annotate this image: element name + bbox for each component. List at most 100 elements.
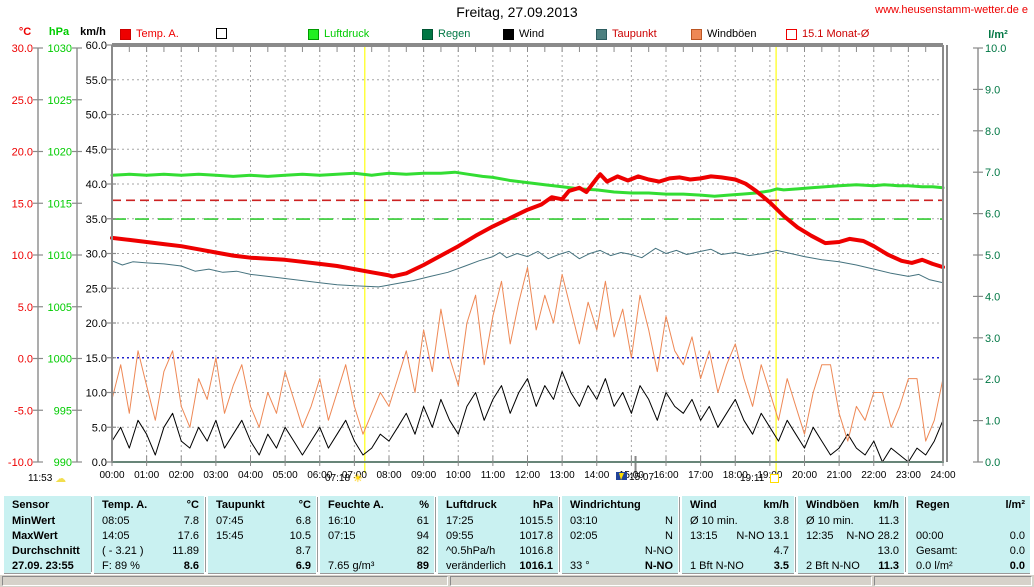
website-link[interactable]: www.heusenstamm-wetter.de e xyxy=(875,4,1028,16)
table-row: 0.0 l/m² 0.0 xyxy=(908,558,1030,573)
svg-text:1015: 1015 xyxy=(48,198,72,210)
table-row: 02:05 N xyxy=(562,528,678,543)
sunrise-marker: 07:18 ☀ xyxy=(325,473,363,485)
pressure-axis-unit: hPa xyxy=(48,26,70,38)
status-panel xyxy=(2,576,448,586)
svg-text:13:00: 13:00 xyxy=(550,470,575,481)
cell-info: Regen xyxy=(916,498,950,511)
svg-text:11:00: 11:00 xyxy=(481,470,506,481)
table-row: Regen l/m² xyxy=(908,497,1030,512)
cell-value: % xyxy=(419,498,429,511)
legend-swatch xyxy=(120,28,131,40)
series-taupunkt xyxy=(111,247,944,288)
legend-item-wind: Wind xyxy=(503,28,544,40)
series-luftdruck xyxy=(110,170,945,198)
cell-value: N xyxy=(665,514,673,527)
svg-text:15:00: 15:00 xyxy=(619,470,644,481)
sunset-marker: 19:11 xyxy=(740,473,779,484)
sensor-data-table: Sensor MinWert MaxWert Durchschnitt 27.09. 2… xyxy=(0,496,1034,574)
svg-text:05:00: 05:00 xyxy=(273,470,298,481)
table-row: Feuchte A.% xyxy=(320,497,434,512)
svg-text:30.0: 30.0 xyxy=(12,43,33,55)
weather-chart: 30.025.020.015.010.05.00.0-5.0-10.010301… xyxy=(8,40,1007,481)
cell-value: 8.6 xyxy=(183,559,199,572)
svg-text:30.0: 30.0 xyxy=(86,249,107,261)
cell-info: 07:15 xyxy=(328,529,356,542)
cell-info: 14:05 xyxy=(102,529,130,542)
series-wind xyxy=(111,371,944,463)
cell-value: 11.3 xyxy=(878,559,899,572)
cell-value: N-NO 28.2 xyxy=(846,529,899,542)
status-panel xyxy=(450,576,872,586)
column-temp-a-: Temp. A. °C 08:05 7.8 14:05 17.6 ( - 3.21 ) 11.… xyxy=(94,496,204,574)
status-bar xyxy=(0,575,1034,587)
svg-text:22:00: 22:00 xyxy=(861,470,886,481)
svg-text:23:00: 23:00 xyxy=(896,470,921,481)
day-markers xyxy=(364,45,777,473)
svg-text:1010: 1010 xyxy=(48,250,72,262)
table-row: 13.0 xyxy=(798,543,904,558)
sunset-icon xyxy=(769,474,779,483)
cell-value: 4.7 xyxy=(773,544,789,557)
sunset-time: 19:11 xyxy=(740,473,765,484)
sunrise-time: 07:18 xyxy=(325,473,351,484)
table-row: 07:45 6.8 xyxy=(208,513,316,528)
svg-text:16:00: 16:00 xyxy=(653,470,678,481)
svg-text:18:00: 18:00 xyxy=(723,470,748,481)
cell-info: Windböen xyxy=(806,498,860,511)
table-row: MaxWert xyxy=(4,528,91,543)
rain-axis-unit: l/m² xyxy=(988,29,1008,41)
table-row: 08:05 7.8 xyxy=(94,513,204,528)
svg-text:5.0: 5.0 xyxy=(92,422,107,434)
svg-text:04:00: 04:00 xyxy=(238,470,263,481)
svg-text:02:00: 02:00 xyxy=(169,470,194,481)
legend-item-luftdruck: Luftdruck xyxy=(308,28,369,40)
legend-label: Wind xyxy=(519,28,545,40)
table-row: Taupunkt °C xyxy=(208,497,316,512)
cell-info: 07:45 xyxy=(216,514,244,527)
cell-info: Taupunkt xyxy=(216,498,265,511)
svg-text:45.0: 45.0 xyxy=(86,144,107,156)
legend-item-temp-a-: Temp. A. xyxy=(120,28,179,40)
svg-text:10.0: 10.0 xyxy=(985,43,1006,55)
cell-info: Ø 10 min. xyxy=(690,514,738,527)
column-luftdruck: Luftdruck hPa 17:25 1015.5 09:55 1017.8 ^0.5hP… xyxy=(438,496,558,574)
cell-value: °C xyxy=(298,498,311,511)
cloud-icon: ☁ xyxy=(55,471,67,485)
svg-text:0.0: 0.0 xyxy=(92,457,107,469)
table-row: 07:15 94 xyxy=(320,528,434,543)
svg-text:9.0: 9.0 xyxy=(985,84,1000,96)
cell-value: km/h xyxy=(873,498,899,511)
cell-value: N-NO xyxy=(644,559,673,572)
svg-text:50.0: 50.0 xyxy=(86,110,107,122)
table-row: Wind km/h xyxy=(682,497,794,512)
cell-value: 17.6 xyxy=(177,529,199,542)
cell-info: 12:35 xyxy=(806,529,834,542)
cell-value: 3.8 xyxy=(773,514,789,527)
table-row: 4.7 xyxy=(682,543,794,558)
cell-info: 16:10 xyxy=(328,514,356,527)
cell-value: 7.8 xyxy=(183,514,199,527)
table-row: Windböen km/h xyxy=(798,497,904,512)
svg-text:07:00: 07:00 xyxy=(342,470,367,481)
table-row: N-NO xyxy=(562,543,678,558)
table-separator xyxy=(905,497,906,572)
table-row: 2 Bft N-NO 11.3 xyxy=(798,558,904,573)
cell-info: 00:00 xyxy=(916,529,944,542)
legend-swatch xyxy=(503,28,514,40)
cell-info: 2 Bft N-NO xyxy=(806,559,860,572)
storm-icon xyxy=(616,472,627,483)
svg-text:12:00: 12:00 xyxy=(515,470,540,481)
table-row: Durchschnitt xyxy=(4,543,91,558)
legend-item-blank xyxy=(216,28,232,39)
cell-value: 1016.1 xyxy=(519,559,553,572)
column-regen: Regen l/m² 00:00 0.0 Gesamt: 0.0 0.0 l/m² 0.0 xyxy=(908,496,1030,574)
moonrise-time: 11:53 xyxy=(28,473,53,484)
series-temp-a- xyxy=(110,172,945,279)
legend-swatch xyxy=(422,28,433,40)
table-row: Temp. A. °C xyxy=(94,497,204,512)
svg-text:06:00: 06:00 xyxy=(307,470,332,481)
table-row: Luftdruck hPa xyxy=(438,497,558,512)
table-row: 17:25 1015.5 xyxy=(438,513,558,528)
column-feuchte-a-: Feuchte A.% 16:10 61 07:15 94 82 7.65 g/m³ 89 xyxy=(320,496,434,574)
